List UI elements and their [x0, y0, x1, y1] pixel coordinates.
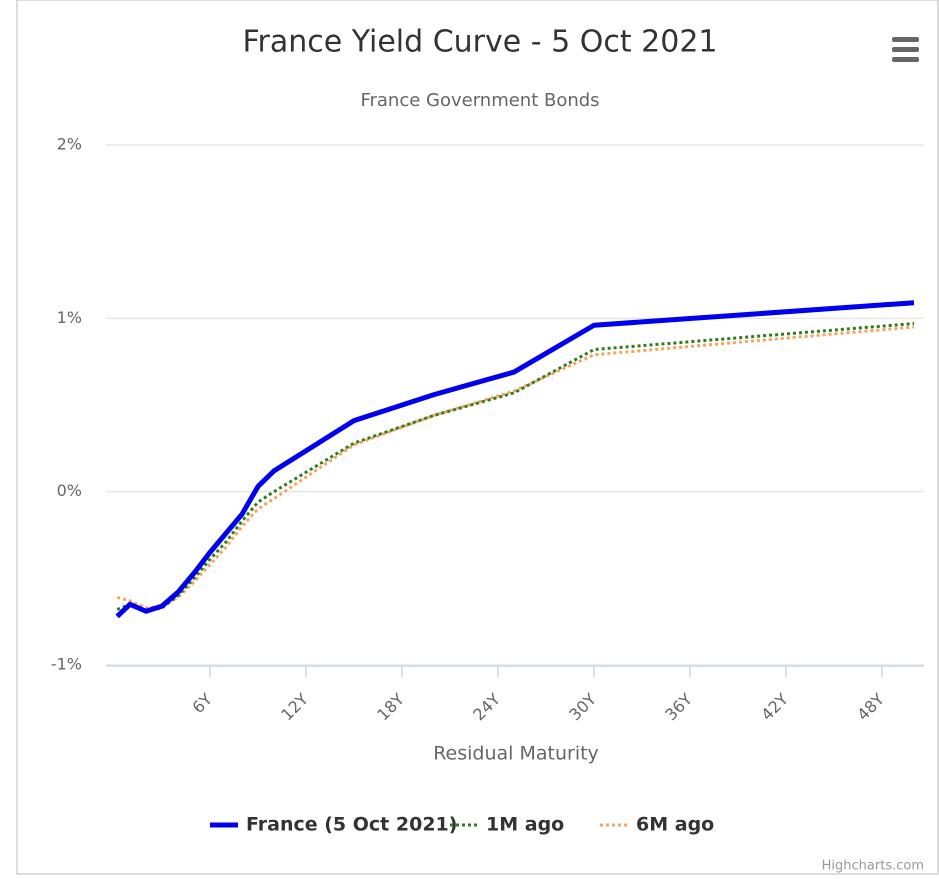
menu-bar: [892, 37, 919, 42]
y-tick-label: 2%: [57, 135, 82, 154]
menu-bar: [892, 47, 919, 52]
menu-button[interactable]: [892, 37, 919, 62]
y-tick-label: -1%: [51, 655, 82, 674]
credit: Highcharts.com: [822, 859, 924, 874]
series-line: [115, 300, 915, 619]
y-tick-label: 0%: [57, 481, 82, 500]
legend-label: 1M ago: [486, 814, 564, 836]
menu-bar: [892, 57, 919, 62]
chart-title: France Yield Curve - 5 Oct 2021: [242, 25, 717, 60]
chart-subtitle: France Government Bonds: [360, 90, 599, 111]
y-tick-label: 1%: [57, 308, 82, 327]
x-axis-title: Residual Maturity: [433, 743, 599, 765]
series-line: [116, 322, 915, 613]
legend-label: France (5 Oct 2021): [246, 814, 457, 836]
legend-label: 6M ago: [636, 814, 714, 836]
